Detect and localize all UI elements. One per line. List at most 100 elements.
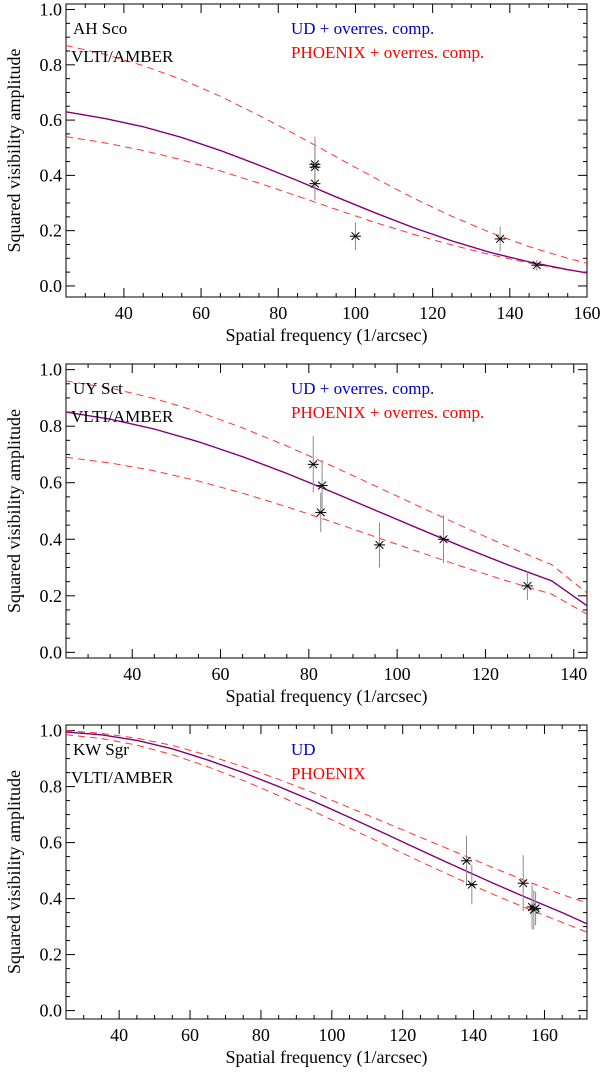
chart-panel-3: 40 60 80 100 120 140 160 0.0 0.2 0.4 0.6 0.8 1.0 Spat… — [4, 721, 588, 1068]
legend-entry: UD — [291, 740, 316, 759]
upper-bound-curve — [66, 730, 587, 904]
star-name: UY Sct — [73, 379, 123, 398]
legend: UD PHOENIX — [291, 740, 366, 783]
y-tick-label: 0.2 — [40, 945, 63, 965]
star-name: KW Sgr — [73, 740, 129, 759]
y-tick-label: 0.4 — [40, 165, 63, 185]
data-point-marker — [494, 234, 506, 244]
x-tick-label: 140 — [460, 1025, 487, 1045]
upper-bound-curve — [66, 44, 587, 264]
x-tick-label: 60 — [181, 1025, 199, 1045]
x-tick-label: 40 — [110, 1025, 128, 1045]
x-tick-label: 120 — [419, 303, 446, 323]
y-tick-label: 0.4 — [40, 529, 63, 549]
legend-entry: PHOENIX + overres. comp. — [291, 403, 484, 422]
marker-stroke — [351, 231, 360, 241]
y-tick-label: 1.0 — [40, 721, 63, 741]
plot-frame — [65, 724, 588, 1020]
data-point-marker — [315, 508, 327, 517]
x-tick-label: 100 — [318, 1025, 345, 1045]
marker-stroke — [523, 581, 532, 591]
x-axis: 40 60 80 100 120 140 160 — [65, 725, 581, 1045]
x-tick-label: 60 — [212, 664, 230, 684]
model-curves — [66, 730, 587, 933]
marker-stroke — [462, 856, 471, 866]
y-tick-label: 0.8 — [40, 777, 63, 797]
x-tick-label: 140 — [496, 303, 523, 323]
lower-bound-curve — [66, 136, 587, 274]
data-point-marker — [309, 179, 321, 188]
model-curve — [66, 411, 587, 607]
data-point-marker — [373, 540, 385, 550]
model-curve-blue — [66, 731, 587, 925]
marker-stroke — [495, 234, 505, 244]
model-curve — [66, 111, 587, 274]
y-axis: 0.0 0.2 0.4 0.6 0.8 1.0 — [40, 721, 587, 1021]
y-axis-title: Squared visibility amplitude — [4, 770, 24, 974]
data-point-marker — [466, 880, 478, 889]
marker-stroke — [309, 460, 318, 469]
data-points — [309, 136, 543, 271]
lower-bound-curve — [66, 734, 587, 933]
marker-stroke — [439, 535, 448, 544]
marker-stroke — [532, 261, 542, 270]
y-tick-label: 0.2 — [40, 586, 63, 606]
y-tick-label: 0.8 — [40, 416, 63, 436]
y-tick-label: 0.6 — [40, 833, 63, 853]
x-axis: 40 60 80 100 120 140 — [65, 364, 587, 684]
marker-stroke — [531, 904, 540, 913]
x-tick-label: 120 — [389, 1025, 416, 1045]
legend: UD + overres. comp. PHOENIX + overres. co… — [291, 19, 484, 62]
star-name: AH Sco — [73, 19, 127, 38]
data-point-marker — [530, 904, 542, 913]
model-curve-red — [66, 411, 587, 607]
chart-panel-2: 40 60 80 100 120 140 0.0 0.2 0.4 0.6 0.8 1.0 Spatial… — [4, 360, 588, 707]
data-point-marker — [460, 856, 472, 866]
y-tick-label: 0.0 — [40, 642, 63, 662]
x-tick-label: 160 — [574, 303, 600, 323]
y-tick-label: 0.4 — [40, 889, 63, 909]
y-tick-label: 1.0 — [40, 0, 63, 20]
data-point-marker — [438, 535, 450, 544]
data-point-marker — [531, 261, 543, 270]
x-axis-title: Spatial frequency (1/arcsec) — [226, 1047, 428, 1068]
y-axis-title: Squared visibility amplitude — [4, 409, 24, 613]
model-curve — [66, 731, 587, 925]
legend-entry: UD + overres. comp. — [291, 379, 434, 398]
x-tick-label: 80 — [269, 303, 287, 323]
legend: UD + overres. comp. PHOENIX + overres. co… — [291, 379, 484, 422]
marker-stroke — [519, 878, 528, 888]
marker-stroke — [317, 481, 327, 490]
y-tick-label: 0.2 — [40, 221, 63, 241]
model-curve-red — [66, 731, 587, 925]
x-tick-label: 40 — [115, 303, 133, 323]
x-tick-label: 60 — [192, 303, 210, 323]
instrument-label: VLTI/AMBER — [71, 47, 174, 66]
x-tick-label: 160 — [531, 1025, 558, 1045]
y-axis-title: Squared visibility amplitude — [4, 49, 24, 253]
x-tick-label: 120 — [472, 664, 499, 684]
legend-entry: PHOENIX — [291, 764, 366, 783]
model-curve-blue — [66, 411, 587, 607]
data-point-marker — [316, 481, 328, 490]
legend-entry: PHOENIX + overres. comp. — [291, 43, 484, 62]
marker-stroke — [467, 880, 477, 889]
data-point-marker — [517, 878, 529, 888]
plot-frame — [65, 3, 588, 298]
data-point-marker — [521, 581, 533, 591]
model-curves — [66, 44, 587, 274]
x-axis-title: Spatial frequency (1/arcsec) — [226, 686, 428, 707]
x-tick-label: 80 — [300, 664, 318, 684]
marker-stroke — [375, 540, 384, 550]
data-point-marker — [349, 231, 361, 241]
y-tick-label: 0.0 — [40, 276, 63, 296]
y-tick-label: 0.8 — [40, 55, 63, 75]
y-tick-label: 0.6 — [40, 110, 63, 130]
x-axis-title: Spatial frequency (1/arcsec) — [226, 325, 428, 346]
y-axis: 0.0 0.2 0.4 0.6 0.8 1.0 — [40, 0, 587, 296]
x-axis: 40 60 80 100 120 140 160 — [65, 4, 600, 323]
instrument-label: VLTI/AMBER — [71, 768, 174, 787]
x-tick-label: 140 — [560, 664, 587, 684]
x-tick-label: 100 — [384, 664, 411, 684]
